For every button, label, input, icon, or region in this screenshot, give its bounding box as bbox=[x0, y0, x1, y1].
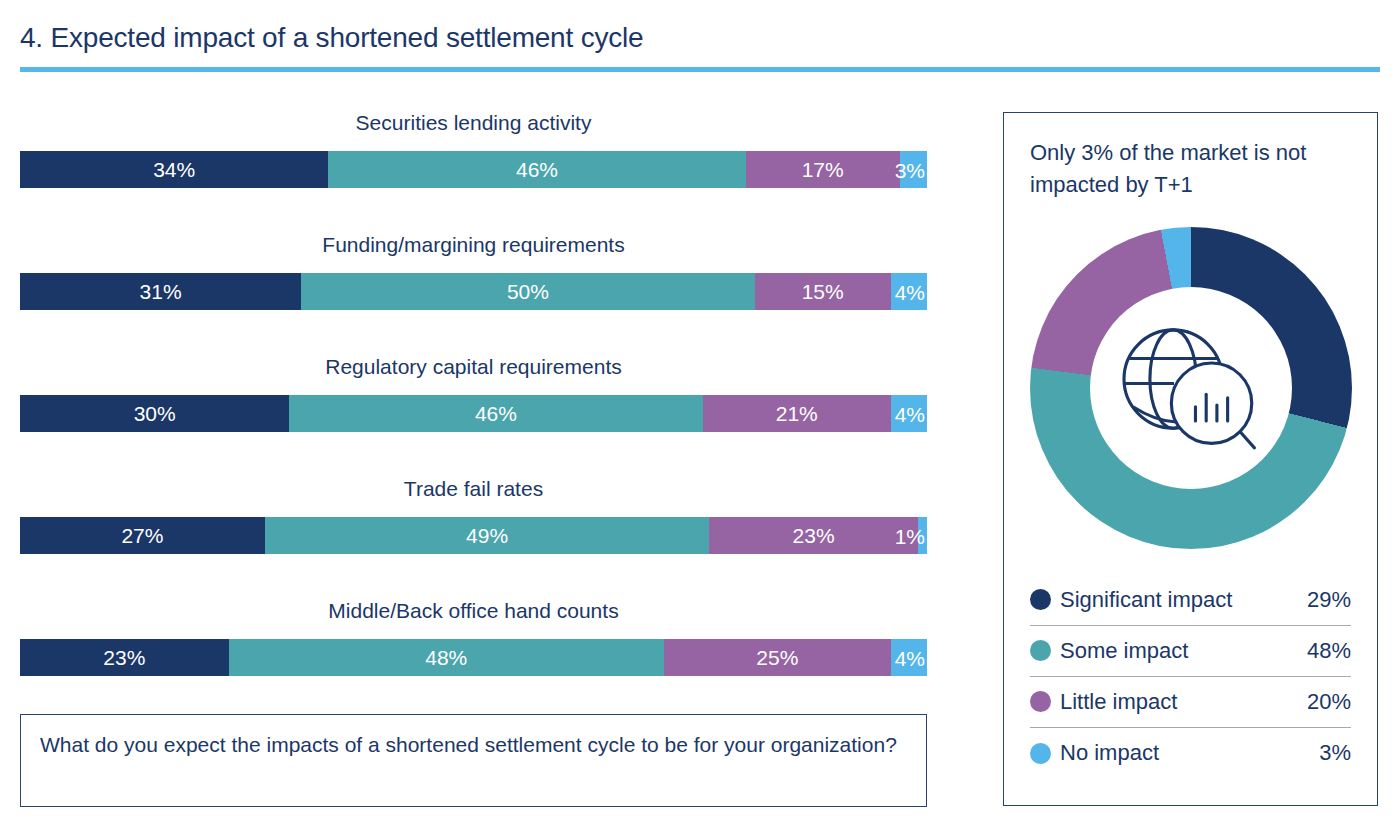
legend-color-dot bbox=[1030, 640, 1051, 661]
donut-chart bbox=[1030, 227, 1352, 549]
bar-segment-no-impact: 4% bbox=[891, 273, 927, 310]
bar-segment-no-impact: 1% bbox=[918, 517, 927, 554]
legend-label: Little impact bbox=[1060, 689, 1177, 715]
bar-segment-some-impact: 49% bbox=[265, 517, 709, 554]
stacked-bar: 27% 49% 23% 1% bbox=[20, 517, 927, 554]
bar-segment-value: 23% bbox=[103, 647, 145, 668]
bar-segment-significant-impact: 31% bbox=[20, 273, 301, 310]
bar-segment-significant-impact: 34% bbox=[20, 151, 328, 188]
survey-question-box: What do you expect the impacts of a shor… bbox=[20, 714, 927, 807]
bar-segment-little-impact: 23% bbox=[709, 517, 918, 554]
page-title: 4. Expected impact of a shortened settle… bbox=[20, 22, 1378, 54]
bar-group: Middle/Back office hand counts 23% 48% 25% 4… bbox=[20, 598, 927, 676]
donut-panel-title: Only 3% of the market is not impacted by… bbox=[1030, 137, 1351, 201]
legend-row: Little impact 20% bbox=[1030, 677, 1351, 728]
bar-segment-value: 4% bbox=[895, 281, 925, 302]
bar-segment-value: 25% bbox=[756, 647, 798, 668]
stacked-bar: 34% 46% 17% 3% bbox=[20, 151, 927, 188]
bar-segment-significant-impact: 30% bbox=[20, 395, 289, 432]
bar-segment-little-impact: 25% bbox=[664, 639, 891, 676]
bar-segment-value: 46% bbox=[516, 159, 558, 180]
donut-panel: Only 3% of the market is not impacted by… bbox=[1003, 112, 1378, 806]
bar-group: Trade fail rates 27% 49% 23% 1% bbox=[20, 476, 927, 554]
bar-category-label: Funding/margining requirements bbox=[20, 232, 927, 258]
legend-color-dot bbox=[1030, 691, 1051, 712]
donut-hole bbox=[1090, 287, 1292, 489]
page-header: 4. Expected impact of a shortened settle… bbox=[20, 22, 1378, 72]
bar-segment-value: 31% bbox=[140, 281, 182, 302]
content-area: Securities lending activity 34% 46% 17% 3% Fu… bbox=[20, 72, 1378, 807]
survey-question-text: What do you expect the impacts of a shor… bbox=[40, 729, 907, 762]
bar-segment-value: 48% bbox=[425, 647, 467, 668]
bar-segment-value: 4% bbox=[895, 403, 925, 424]
legend-value: 20% bbox=[1307, 689, 1351, 715]
bar-segment-value: 21% bbox=[776, 403, 818, 424]
bar-segment-value: 50% bbox=[507, 281, 549, 302]
bar-segment-some-impact: 46% bbox=[328, 151, 745, 188]
bar-segment-no-impact: 4% bbox=[891, 395, 927, 432]
bar-segment-little-impact: 15% bbox=[755, 273, 891, 310]
legend-value: 29% bbox=[1307, 587, 1351, 613]
stacked-bar: 31% 50% 15% 4% bbox=[20, 273, 927, 310]
bar-category-label: Regulatory capital requirements bbox=[20, 354, 927, 380]
stacked-bar-chart: Securities lending activity 34% 46% 17% 3% Fu… bbox=[20, 110, 927, 676]
stacked-bar: 30% 46% 21% 4% bbox=[20, 395, 927, 432]
bar-segment-value: 3% bbox=[895, 159, 925, 180]
legend-value: 3% bbox=[1319, 740, 1351, 766]
bar-segment-value: 34% bbox=[153, 159, 195, 180]
legend-row: Some impact 48% bbox=[1030, 626, 1351, 677]
bar-segment-value: 46% bbox=[475, 403, 517, 424]
bar-segment-significant-impact: 27% bbox=[20, 517, 265, 554]
bar-segment-value: 30% bbox=[134, 403, 176, 424]
bar-segment-no-impact: 4% bbox=[891, 639, 927, 676]
bar-group: Funding/margining requirements 31% 50% 15% 4… bbox=[20, 232, 927, 310]
bar-segment-significant-impact: 23% bbox=[20, 639, 229, 676]
bar-category-label: Securities lending activity bbox=[20, 110, 927, 136]
bar-segment-value: 15% bbox=[802, 281, 844, 302]
bar-segment-value: 23% bbox=[793, 525, 835, 546]
legend-label: Some impact bbox=[1060, 638, 1188, 664]
bar-group: Securities lending activity 34% 46% 17% 3% bbox=[20, 110, 927, 188]
bar-segment-little-impact: 21% bbox=[703, 395, 892, 432]
legend-label: No impact bbox=[1060, 740, 1159, 766]
bar-segment-no-impact: 3% bbox=[900, 151, 927, 188]
bar-segment-value: 17% bbox=[802, 159, 844, 180]
donut-legend: Significant impact 29% Some impact 48% Littl… bbox=[1030, 575, 1351, 779]
bar-category-label: Trade fail rates bbox=[20, 476, 927, 502]
bar-group: Regulatory capital requirements 30% 46% 21%… bbox=[20, 354, 927, 432]
legend-label: Significant impact bbox=[1060, 587, 1232, 613]
bar-segment-some-impact: 50% bbox=[301, 273, 755, 310]
legend-color-dot bbox=[1030, 743, 1051, 764]
legend-row: No impact 3% bbox=[1030, 728, 1351, 779]
bar-segment-little-impact: 17% bbox=[746, 151, 900, 188]
bar-segment-value: 27% bbox=[121, 525, 163, 546]
globe-magnifier-bar-chart-icon bbox=[1115, 321, 1267, 455]
report-page: 4. Expected impact of a shortened settle… bbox=[0, 0, 1394, 830]
bar-segment-value: 49% bbox=[466, 525, 508, 546]
legend-row: Significant impact 29% bbox=[1030, 575, 1351, 626]
bar-segment-some-impact: 46% bbox=[289, 395, 702, 432]
legend-color-dot bbox=[1030, 589, 1051, 610]
bar-segment-value: 4% bbox=[895, 647, 925, 668]
stacked-bar-chart-section: Securities lending activity 34% 46% 17% 3% Fu… bbox=[20, 72, 927, 807]
legend-value: 48% bbox=[1307, 638, 1351, 664]
bar-segment-some-impact: 48% bbox=[229, 639, 664, 676]
bar-segment-value: 1% bbox=[895, 525, 925, 546]
bar-category-label: Middle/Back office hand counts bbox=[20, 598, 927, 624]
stacked-bar: 23% 48% 25% 4% bbox=[20, 639, 927, 676]
